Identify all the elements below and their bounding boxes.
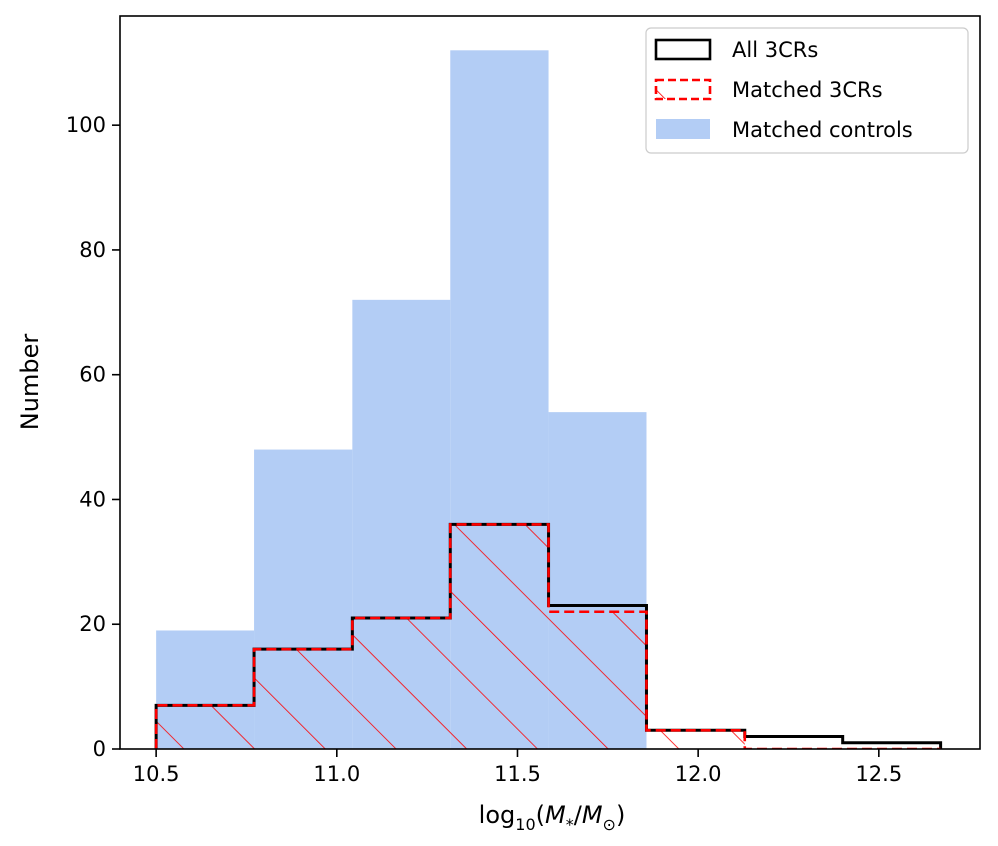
x-axis-title-solar-sub: ⊙ [603,815,616,834]
x-axis-title-log-base: 10 [515,815,535,834]
legend-swatch-matched-3crs [654,78,712,101]
y-tick-label: 100 [66,113,106,137]
legend-label-matched-controls: Matched controls [732,118,913,142]
legend-swatch-matched-controls [656,119,710,139]
x-axis-title: log10(M*/M⊙) [479,801,626,834]
y-tick-label: 20 [79,612,106,636]
x-axis: 10.5 11.0 11.5 12.0 12.5 [133,749,902,786]
matched-3crs-step-outline [154,523,941,749]
legend-label-matched-3crs: Matched 3CRs [732,78,883,102]
y-tick-label: 40 [79,487,106,511]
x-axis-title-open-paren: ( [536,801,545,829]
y-axis: 0 20 40 60 80 100 [66,113,120,761]
legend-box [645,27,969,154]
x-axis-title-slash: / [574,801,583,829]
y-tick-label: 0 [93,737,106,761]
matched-3crs-hatch-fill [156,524,941,749]
x-axis-title-log: log [479,801,516,829]
x-tick-label: 12.0 [675,762,722,786]
x-tick-label: 11.5 [494,762,541,786]
x-tick-label: 12.5 [855,762,902,786]
legend-label-all-3crs: All 3CRs [732,38,818,62]
plot-area [154,50,943,749]
y-tick-label: 80 [79,238,106,262]
x-tick-label: 10.5 [133,762,180,786]
legend: All 3CRs Matched 3CRs Matched controls [645,27,969,154]
legend-swatch-all-3crs [654,38,712,61]
x-axis-title-mass-sub: * [566,815,574,834]
plot-frame [119,15,981,750]
x-axis-title-close-paren: ) [616,801,625,829]
y-tick-label: 60 [79,363,106,387]
x-axis-title-mass: M [545,801,566,829]
x-tick-label: 11.0 [313,762,360,786]
y-axis-title: Number [16,334,44,431]
x-axis-title-solar-mass: M [582,801,603,829]
